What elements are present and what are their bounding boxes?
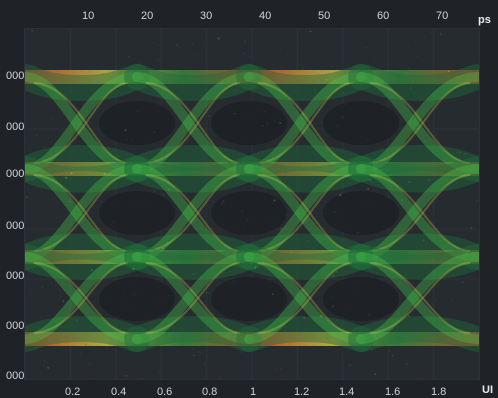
bottom-axis-tick: 1.6 [385,386,400,398]
left-axis: 000 000 000 000 000 000 000 [0,0,24,398]
top-axis: 10 20 30 40 50 60 70 ps [0,0,498,28]
top-axis-tick: 60 [377,10,389,22]
eye-diagram-plot[interactable] [24,28,480,380]
eye-diagram-canvas[interactable] [25,29,479,379]
bottom-axis-tick: 1.2 [294,386,309,398]
bottom-axis-tick: 1.8 [431,386,446,398]
top-axis-tick: 50 [318,10,330,22]
bottom-axis-tick: 1.4 [339,386,354,398]
bottom-axis-unit: UI [482,384,493,396]
left-axis-tick: 000 [6,121,24,133]
top-axis-tick: 30 [200,10,212,22]
bottom-axis-tick: 0.8 [202,386,217,398]
left-axis-tick: 000 [6,70,24,82]
bottom-axis-tick: 0.6 [157,386,172,398]
bottom-axis-tick: 0.4 [111,386,126,398]
top-axis-unit: ps [478,14,491,26]
top-axis-tick: 70 [436,10,448,22]
left-axis-tick: 000 [6,168,24,180]
bottom-axis: 0.2 0.4 0.6 0.8 1 1.2 1.4 1.6 1.8 UI [0,378,498,398]
left-axis-tick: 000 [6,270,24,282]
left-axis-tick: 000 [6,320,24,332]
bottom-axis-tick: 0.2 [65,386,80,398]
top-axis-tick: 10 [82,10,94,22]
top-axis-tick: 20 [141,10,153,22]
left-axis-tick: 000 [6,220,24,232]
top-axis-tick: 40 [259,10,271,22]
bottom-axis-tick: 1 [250,386,256,398]
